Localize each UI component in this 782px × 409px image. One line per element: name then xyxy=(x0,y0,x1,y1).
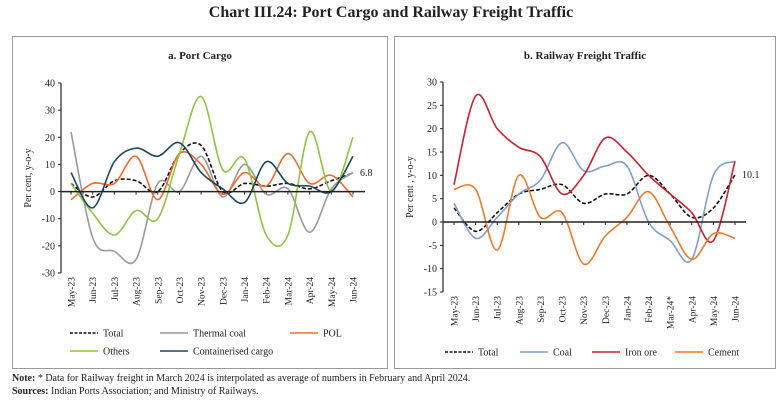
y-tick-label: 20 xyxy=(45,133,55,144)
x-tick-label: Jul-23 xyxy=(111,277,121,301)
x-tick-label: Feb-24 xyxy=(263,277,273,304)
y-tick-label: 25 xyxy=(427,101,437,112)
legend-label: Total xyxy=(478,348,499,359)
series-line-total xyxy=(453,174,736,233)
y-tick-label: -30 xyxy=(42,269,55,280)
sources-text: Indian Ports Association; and Ministry o… xyxy=(50,386,259,397)
footnotes: Note: * Data for Railway freight in Marc… xyxy=(12,372,470,398)
x-tick-label: Jul-23 xyxy=(494,296,504,320)
series-line-total xyxy=(70,142,354,198)
x-tick-label: Jun-24 xyxy=(732,296,742,322)
x-tick-label: May-24 xyxy=(710,296,720,326)
x-tick-label: Mar-24 xyxy=(284,277,294,306)
x-tick-label: Dec-23 xyxy=(602,296,612,324)
series-line-iron-ore xyxy=(453,93,736,244)
y-tick-label: 30 xyxy=(427,78,437,89)
legend-label: Containerised cargo xyxy=(193,347,273,358)
series-line-cement xyxy=(453,174,736,266)
legend-label: Cement xyxy=(708,348,739,359)
note-text: * Data for Railway freight in March 2024… xyxy=(37,373,471,384)
x-tick-label: Dec-23 xyxy=(219,277,229,305)
x-tick-label: Feb-24 xyxy=(645,296,655,323)
x-tick-label: Aug-23 xyxy=(133,277,143,306)
x-tick-label: May-24 xyxy=(328,277,338,307)
panel-port-cargo xyxy=(12,36,388,369)
y-tick-label: -20 xyxy=(42,241,55,252)
x-tick-label: Apr-24 xyxy=(688,296,698,323)
sources-line: Sources: Indian Ports Association; and M… xyxy=(12,385,470,398)
x-tick-label: Nov-23 xyxy=(580,296,590,325)
x-tick-label: Sep-23 xyxy=(537,296,547,323)
legend-label: Others xyxy=(103,347,130,358)
x-tick-label: Nov-23 xyxy=(198,277,208,306)
y-tick-label: 10 xyxy=(45,160,55,171)
x-tick-label: Jun-23 xyxy=(472,296,482,322)
y-tick-label: 30 xyxy=(45,106,55,117)
charts-svg: a. Port Cargo 40 30 20 10 0 -10 -20 -30 Per cent,… xyxy=(23,50,760,359)
x-tick-label: Jun-24 xyxy=(350,277,360,303)
y-tick-label: -10 xyxy=(424,264,437,275)
y-tick-label: 0 xyxy=(432,218,437,229)
x-tick-label: Jun-23 xyxy=(89,277,99,303)
x-tick-label: Aug-23 xyxy=(515,296,525,325)
y-tick-label: 10 xyxy=(427,171,437,182)
y-tick-label: 40 xyxy=(45,79,55,90)
y-tick-label: -5 xyxy=(429,241,437,252)
series-line-others xyxy=(70,95,354,247)
legend-label: POL xyxy=(323,329,342,340)
x-tick-label: Jan-24 xyxy=(623,296,633,322)
sources-label: Sources: xyxy=(12,386,49,397)
x-tick-label: Apr-24 xyxy=(306,277,316,304)
y-axis-label: Per cent, y-o-y xyxy=(23,148,34,207)
x-tick-label: Jan-24 xyxy=(241,277,251,303)
legend-label: Iron ore xyxy=(625,348,657,359)
x-tick-label: Mar-24* xyxy=(667,296,677,329)
legend-label: Total xyxy=(103,329,124,340)
y-axis-label: Per cent , y-o-y xyxy=(405,156,416,218)
annotation-label: 10.1 xyxy=(742,170,760,181)
panel-railway-freight xyxy=(394,36,776,369)
x-tick-label: May-23 xyxy=(451,296,461,326)
y-tick-label: 15 xyxy=(427,148,437,159)
panel-title: a. Port Cargo xyxy=(168,50,232,62)
x-tick-label: Oct-23 xyxy=(176,277,186,304)
legend-label: Thermal coal xyxy=(193,329,246,340)
y-tick-label: -15 xyxy=(424,288,437,299)
note-label: Note: xyxy=(12,373,36,384)
series-line-containerised-cargo xyxy=(70,141,354,209)
y-tick-label: 0 xyxy=(50,187,55,198)
note-line: Note: * Data for Railway freight in Marc… xyxy=(12,372,470,385)
y-tick-label: 5 xyxy=(432,194,437,205)
series-line-thermal-coal xyxy=(70,131,354,265)
x-tick-label: Oct-23 xyxy=(559,296,569,323)
y-tick-label: -10 xyxy=(42,214,55,225)
series-line-coal xyxy=(453,141,736,263)
panel-title: b. Railway Freight Traffic xyxy=(524,50,646,62)
annotation-label: 6.8 xyxy=(360,168,373,179)
x-tick-label: Sep-23 xyxy=(154,277,164,304)
x-tick-label: May-23 xyxy=(68,277,78,307)
figure-title: Chart III.24: Port Cargo and Railway Fre… xyxy=(208,4,574,21)
y-tick-label: 20 xyxy=(427,124,437,135)
legend-label: Coal xyxy=(553,348,572,359)
